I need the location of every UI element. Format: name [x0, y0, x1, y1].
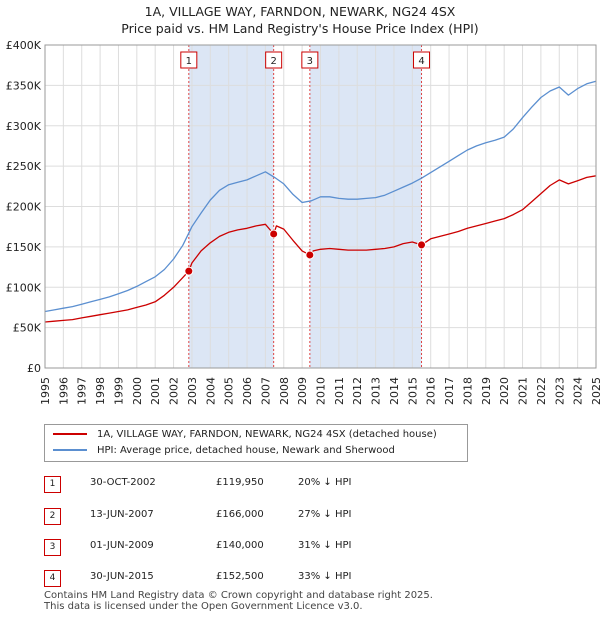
sale-point [184, 266, 194, 276]
sale-point [305, 250, 315, 260]
x-tick-label: 2016 [425, 377, 438, 405]
x-tick-label: 2020 [498, 377, 511, 405]
sale-price: £119,950 [216, 477, 264, 488]
sale-point [269, 229, 279, 239]
x-tick-label: 1998 [94, 377, 107, 405]
x-tick-label: 2010 [315, 377, 328, 405]
sale-label-box [413, 51, 431, 69]
sale-date: 30-OCT-2002 [90, 477, 156, 488]
sale-price: £152,500 [216, 571, 264, 582]
sale-hpi-diff: 31% ↓ HPI [298, 540, 352, 551]
sale-label-box [301, 51, 319, 69]
x-tick-label: 2023 [553, 377, 566, 405]
x-tick-label: 1995 [39, 377, 52, 405]
sale-date: 01-JUN-2009 [90, 540, 154, 551]
x-tick-label: 2017 [443, 377, 456, 405]
y-tick-label: £250K [6, 160, 42, 173]
x-tick-label: 2002 [168, 377, 181, 405]
sale-marker-badge: 3 [44, 539, 61, 556]
sale-price: £140,000 [216, 540, 264, 551]
x-tick-label: 2008 [278, 377, 291, 405]
sale-label-number: 4 [418, 56, 424, 67]
sale-label-number: 2 [270, 56, 276, 67]
chart-legend: 1A, VILLAGE WAY, FARNDON, NEWARK, NG24 4… [44, 424, 468, 462]
x-tick-label: 2009 [296, 377, 309, 405]
price-chart: £0 £50K £100K £150K £200K £250K £300K £350K £400… [6, 39, 600, 405]
sale-marker-badge: 1 [44, 476, 61, 493]
sale-row: 1 30-OCT-2002 £119,950 20% ↓ HPI [44, 476, 404, 496]
x-tick-label: 1999 [112, 377, 125, 405]
x-tick-label: 2025 [590, 377, 600, 405]
y-tick-label: £400K [6, 39, 42, 52]
sale-price: £166,000 [216, 509, 264, 520]
y-tick-label: £200K [6, 201, 42, 214]
x-tick-label: 2004 [204, 377, 217, 405]
chart-title: 1A, VILLAGE WAY, FARNDON, NEWARK, NG24 4… [0, 3, 600, 37]
x-tick-label: 2000 [131, 377, 144, 405]
sale-label-box [180, 51, 198, 69]
sale-hpi-diff: 20% ↓ HPI [298, 477, 352, 488]
sale-marker-badge: 2 [44, 508, 61, 525]
legend-label-hpi: HPI: Average price, detached house, Newa… [97, 445, 395, 456]
x-tick-label: 2014 [388, 377, 401, 405]
legend-item-hpi: HPI: Average price, detached house, Newa… [53, 444, 395, 458]
plot-frame [44, 44, 597, 369]
legend-swatch-hpi [53, 449, 87, 451]
legend-swatch-price [53, 433, 87, 435]
y-tick-label: £50K [13, 322, 42, 335]
x-tick-label: 2021 [517, 377, 530, 405]
sale-marker-badge: 4 [44, 570, 61, 587]
x-tick-label: 2011 [333, 377, 346, 405]
sale-point [417, 240, 427, 250]
x-tick-label: 1997 [76, 377, 89, 405]
sale-date: 30-JUN-2015 [90, 571, 154, 582]
sale-date: 13-JUN-2007 [90, 509, 154, 520]
chart-title-subtitle: Price paid vs. HM Land Registry's House … [121, 21, 479, 36]
footer-copyright: Contains HM Land Registry data © Crown c… [44, 590, 433, 601]
y-tick-label: £100K [6, 281, 42, 294]
sale-row: 2 13-JUN-2007 £166,000 27% ↓ HPI [44, 508, 404, 528]
x-tick-label: 2006 [241, 377, 254, 405]
footer-attribution: Contains HM Land Registry data © Crown c… [44, 590, 433, 612]
x-tick-label: 2012 [351, 377, 364, 405]
x-tick-label: 2015 [406, 377, 419, 405]
x-tick-label: 2005 [223, 377, 236, 405]
x-tick-label: 2024 [572, 377, 585, 405]
legend-label-price: 1A, VILLAGE WAY, FARNDON, NEWARK, NG24 4… [97, 429, 437, 440]
y-tick-label: £150K [6, 241, 42, 254]
y-tick-label: £300K [6, 120, 42, 133]
x-tick-label: 2018 [461, 377, 474, 405]
sale-row: 3 01-JUN-2009 £140,000 31% ↓ HPI [44, 539, 404, 559]
x-tick-label: 2022 [535, 377, 548, 405]
x-tick-label: 2001 [149, 377, 162, 405]
hpi-line [44, 80, 597, 313]
x-tick-label: 2007 [259, 377, 272, 405]
x-tick-label: 2013 [370, 377, 383, 405]
sale-hpi-diff: 33% ↓ HPI [298, 571, 352, 582]
sale-row: 4 30-JUN-2015 £152,500 33% ↓ HPI [44, 570, 404, 590]
footer-licence: This data is licensed under the Open Gov… [44, 601, 363, 612]
sale-label-box [265, 51, 283, 69]
x-tick-label: 2019 [480, 377, 493, 405]
y-tick-label: £350K [6, 79, 42, 92]
sale-hpi-diff: 27% ↓ HPI [298, 509, 352, 520]
x-tick-label: 2003 [186, 377, 199, 405]
chart-title-address: 1A, VILLAGE WAY, FARNDON, NEWARK, NG24 4… [144, 4, 456, 19]
y-tick-label: £0 [27, 362, 41, 375]
sale-label-number: 3 [307, 56, 313, 67]
legend-item-price: 1A, VILLAGE WAY, FARNDON, NEWARK, NG24 4… [53, 428, 437, 442]
sale-label-number: 1 [186, 56, 192, 67]
x-tick-label: 1996 [57, 377, 70, 405]
